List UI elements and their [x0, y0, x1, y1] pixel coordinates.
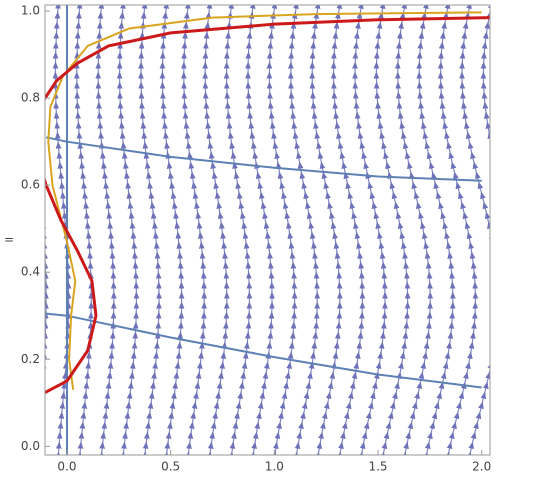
streamline: [352, 5, 388, 455]
streamline: [373, 5, 411, 455]
streamline: [180, 5, 208, 455]
streamline: [394, 5, 434, 455]
curve: [45, 136, 482, 182]
streamline: [309, 5, 343, 455]
streamline: [223, 5, 253, 455]
curve: [45, 16, 490, 395]
x-tick-label: 1.0: [265, 460, 284, 474]
streamline: [138, 5, 162, 455]
y-tick-label: 1.0: [21, 4, 40, 18]
streamline: [202, 5, 230, 455]
x-tick-label: 0.5: [161, 460, 180, 474]
streamline: [116, 5, 140, 455]
streamline: [287, 5, 321, 455]
streamline: [45, 5, 49, 455]
y-tick-label: 0.0: [21, 439, 40, 453]
streamline: [330, 5, 366, 455]
curves: [45, 5, 490, 455]
curve: [46, 312, 482, 389]
streamline: [245, 5, 275, 455]
streamline: [480, 5, 490, 455]
y-axis-label: =: [4, 233, 14, 247]
x-tick-label: 1.5: [368, 460, 387, 474]
y-tick-label: 0.8: [21, 91, 40, 105]
plot-frame: [44, 4, 491, 456]
streamlines: [45, 5, 490, 455]
x-tick-label: 2.0: [472, 460, 491, 474]
y-tick-label: 0.6: [21, 178, 40, 192]
streamline: [416, 5, 456, 455]
x-tick-label: 0.0: [57, 460, 76, 474]
curve: [47, 11, 482, 390]
y-tick-label: 0.2: [21, 352, 40, 366]
streamline: [159, 5, 185, 455]
y-tick-label: 0.4: [21, 265, 40, 279]
streamline: [459, 5, 490, 455]
streamline: [95, 5, 117, 455]
streamline: [73, 5, 95, 455]
